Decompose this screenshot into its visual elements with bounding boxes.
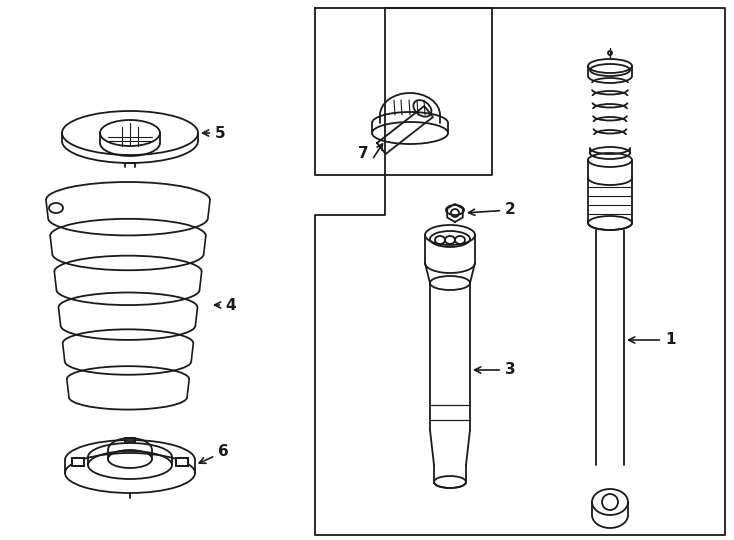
Text: 7: 7 [358, 145, 368, 160]
Text: 1: 1 [628, 333, 675, 348]
Text: 4: 4 [214, 298, 236, 313]
Text: 6: 6 [199, 444, 229, 463]
Text: 2: 2 [468, 202, 516, 218]
Bar [72, 458, 84, 466]
Text: 5: 5 [203, 125, 225, 140]
Text: 3: 3 [475, 362, 515, 377]
Bar [176, 458, 188, 466]
